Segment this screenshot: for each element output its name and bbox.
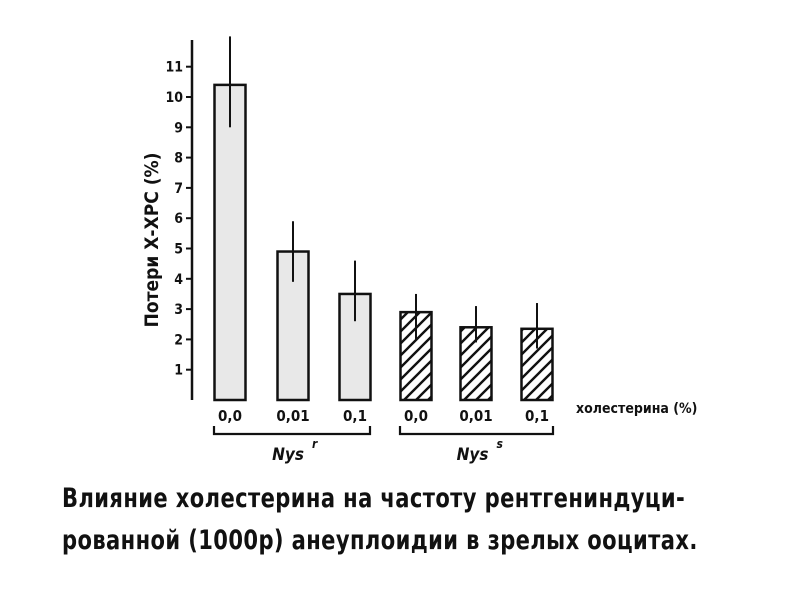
group-label-superscript: s [497, 437, 504, 451]
x-tick-label: 0,0 [404, 407, 428, 425]
y-tick-label: 8 [174, 151, 183, 167]
x-tick-label: 0,01 [459, 407, 492, 425]
group-label-superscript: r [312, 437, 318, 451]
group-label: Nys [272, 445, 304, 465]
y-tick-label: 2 [174, 332, 183, 348]
bar [213, 83, 247, 402]
caption-line-2: рованной (1000р) анеуплоидии в зрелых оо… [62, 525, 698, 556]
figure-caption: Влияние холестерина на частоту рентгенин… [62, 478, 698, 562]
y-tick-label: 1 [174, 363, 183, 379]
y-tick-label: 7 [174, 181, 183, 197]
caption-line-1: Влияние холестерина на частоту рентгенин… [62, 483, 686, 514]
y-tick-label: 9 [174, 120, 183, 136]
group-label: Nys [457, 445, 489, 465]
x-tick-label: 0,01 [276, 407, 309, 425]
y-tick-label: 10 [165, 90, 183, 106]
y-tick-label: 6 [174, 211, 183, 227]
group-bracket [212, 426, 372, 436]
x-axis-label: холестерина (%) [576, 401, 697, 417]
bar [338, 292, 372, 402]
x-tick-label: 0,1 [343, 407, 367, 425]
x-tick-label: 0,0 [218, 407, 242, 425]
x-tick-label: 0,1 [525, 407, 549, 425]
y-tick-label: 5 [174, 242, 183, 258]
y-axis-label: Потери Х-ХРС (%) [141, 153, 163, 328]
y-tick-label: 11 [165, 60, 183, 76]
y-tick-label: 3 [174, 302, 183, 318]
group-bracket [398, 426, 555, 436]
y-tick-label: 4 [174, 272, 183, 288]
